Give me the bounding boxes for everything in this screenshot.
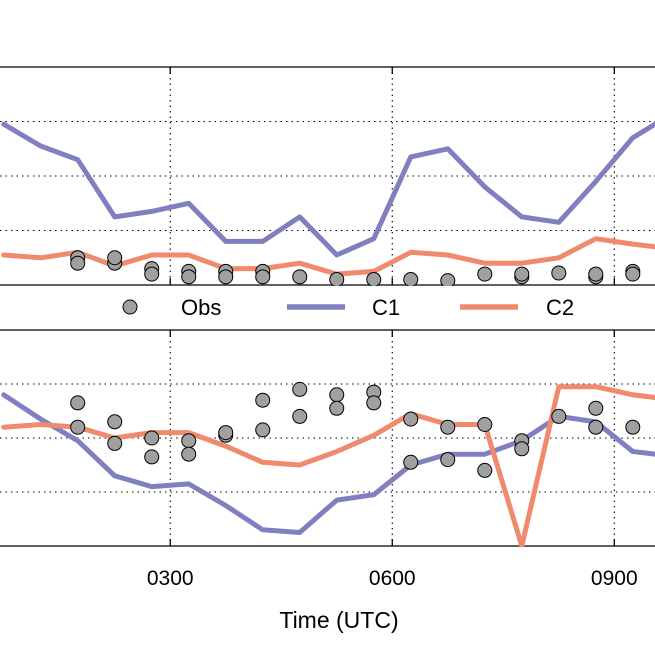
- top-series: [1, 121, 655, 286]
- x-tick-label: 0900: [591, 567, 638, 590]
- obs-point: [440, 273, 456, 286]
- obs-point: [477, 417, 493, 432]
- top-grid: [0, 67, 655, 285]
- obs-point: [477, 266, 493, 282]
- obs-point: [292, 269, 308, 285]
- obs-point: [107, 435, 123, 451]
- obs-point: [255, 422, 271, 438]
- obs-point: [292, 381, 308, 397]
- bottom-grid: [0, 330, 655, 546]
- legend-c1-label: C1: [372, 295, 400, 320]
- obs-point: [218, 269, 234, 285]
- obs-point: [588, 419, 604, 435]
- obs-point: [144, 266, 160, 282]
- obs-point: [625, 266, 641, 282]
- series-line-c1: [1, 121, 655, 258]
- obs-point: [551, 408, 567, 424]
- obs-point: [551, 265, 567, 281]
- obs-point: [70, 395, 86, 411]
- obs-point: [181, 269, 197, 285]
- legend-c2-label: C2: [546, 295, 574, 320]
- x-axis-label: Time (UTC): [279, 607, 398, 633]
- bottom-series: [1, 381, 655, 547]
- obs-point: [218, 425, 234, 441]
- obs-point: [514, 441, 530, 457]
- obs-point: [181, 446, 197, 462]
- obs-point: [255, 392, 271, 408]
- legend-obs-marker: [122, 299, 138, 315]
- obs-point: [70, 255, 86, 271]
- obs-point: [588, 400, 604, 416]
- top-panel: [0, 66, 655, 286]
- obs-point: [403, 411, 419, 427]
- legend-obs-label: Obs: [181, 295, 221, 320]
- obs-point: [625, 419, 641, 435]
- obs-point: [329, 272, 345, 286]
- obs-point: [440, 419, 456, 435]
- obs-point: [181, 433, 197, 449]
- obs-point: [292, 408, 308, 424]
- legend: Obs C1 C2: [122, 295, 574, 320]
- obs-point: [70, 419, 86, 435]
- obs-point: [329, 400, 345, 416]
- obs-point: [514, 266, 530, 282]
- obs-point: [588, 266, 604, 282]
- obs-point: [107, 414, 123, 430]
- obs-point: [144, 449, 160, 465]
- bottom-panel: [0, 329, 655, 547]
- obs-point: [366, 272, 382, 286]
- x-tick-label: 0600: [369, 567, 416, 590]
- x-tick-labels: 0300 0600 0900: [147, 567, 638, 590]
- obs-point: [366, 395, 382, 411]
- obs-point: [477, 462, 493, 478]
- obs-point: [403, 454, 419, 470]
- obs-point: [403, 272, 419, 286]
- obs-point: [329, 387, 345, 403]
- obs-point: [440, 452, 456, 468]
- obs-point: [144, 430, 160, 446]
- obs-point: [255, 269, 271, 285]
- obs-point: [107, 250, 123, 266]
- x-tick-label: 0300: [147, 567, 194, 590]
